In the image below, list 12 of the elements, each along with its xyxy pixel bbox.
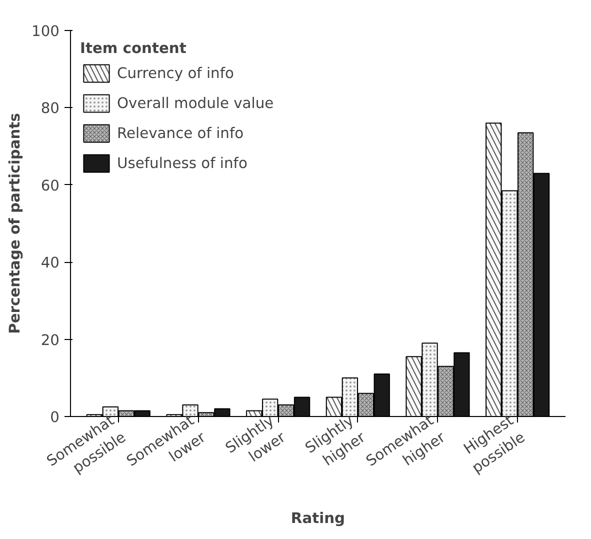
x-axis-title: Rating xyxy=(290,510,346,528)
legend-label: Usefulness of info xyxy=(117,154,248,172)
y-tick-label: 100 xyxy=(32,23,60,40)
y-tick-label: 80 xyxy=(40,100,60,118)
legend-label: Currency of info xyxy=(117,64,234,82)
legend-title: Item content xyxy=(80,40,188,57)
y-tick-label: 60 xyxy=(40,177,60,194)
y-tick-label: 20 xyxy=(40,332,60,349)
y-tick-label: 40 xyxy=(40,254,60,272)
legend-label: Relevance of info xyxy=(117,124,244,142)
legend-label: Overall module value xyxy=(117,94,274,112)
y-axis-title: Percentage of participants xyxy=(6,112,24,334)
